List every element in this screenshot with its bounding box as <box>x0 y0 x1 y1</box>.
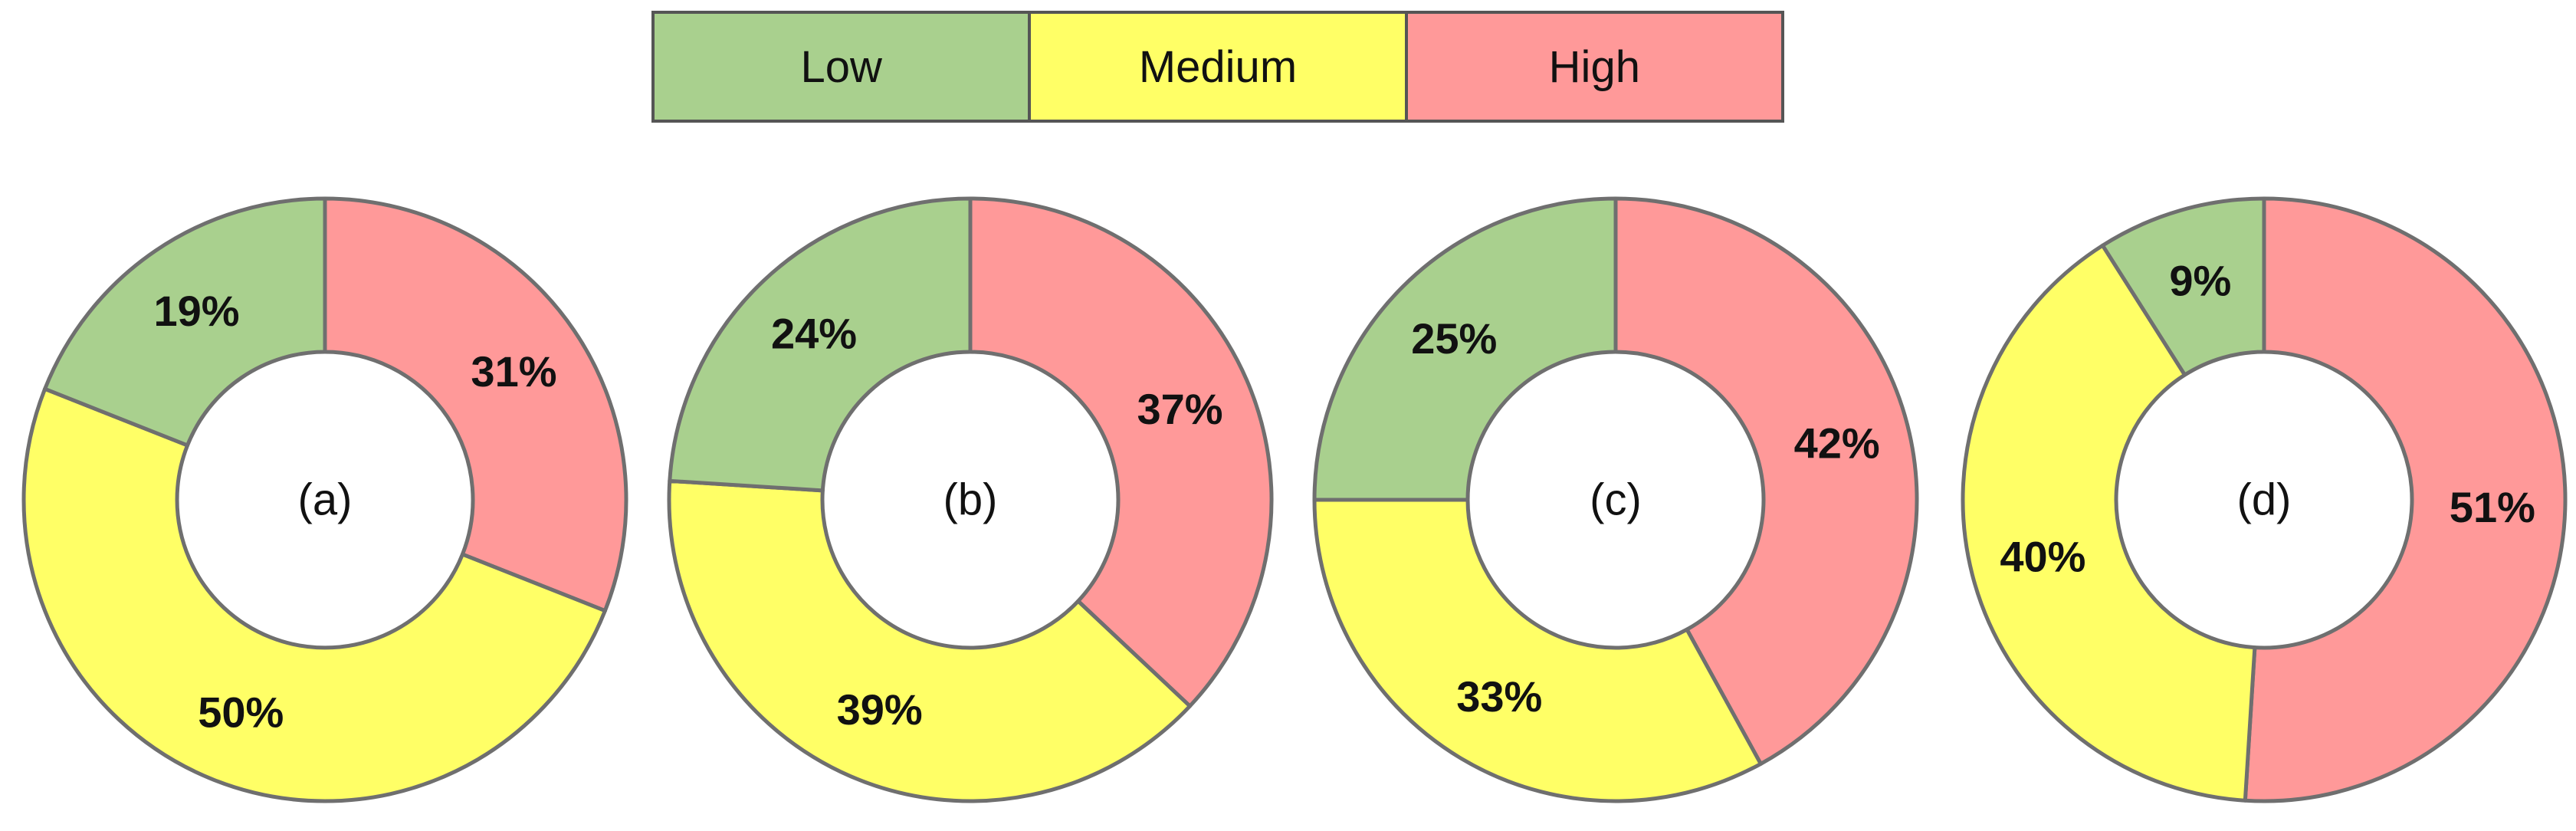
slice-high-1 <box>323 196 628 613</box>
slice-high-2 <box>968 196 1274 708</box>
slice-low-3 <box>1312 196 1618 502</box>
slice-label-high-3: 42% <box>1794 419 1880 467</box>
slice-medium-3 <box>1312 498 1763 803</box>
slice-label-medium-3: 33% <box>1456 672 1542 721</box>
slice-low-1 <box>43 196 327 448</box>
legend-item-high: High <box>1407 14 1781 120</box>
donut-chart-2: 37% 39% 24% (b) <box>667 196 1274 803</box>
slice-low-4 <box>2100 196 2266 377</box>
slice-label-medium-1: 50% <box>198 688 284 737</box>
donut-center-label-4: (d) <box>2237 475 2292 525</box>
donut-center-label-3: (c) <box>1590 475 1642 525</box>
slice-label-high-2: 37% <box>1137 385 1222 433</box>
slice-high-4 <box>2243 196 2568 803</box>
donut-center-label-2: (b) <box>943 475 998 525</box>
slice-medium-2 <box>667 478 1192 803</box>
slice-label-low-2: 24% <box>771 309 857 357</box>
slice-medium-4 <box>1961 243 2257 803</box>
slice-label-medium-2: 39% <box>837 685 923 734</box>
slice-label-high-1: 31% <box>471 347 556 396</box>
slice-label-medium-4: 40% <box>2000 533 2085 581</box>
donut-chart-3: 42% 33% 25% (c) <box>1312 196 1919 803</box>
chart-legend: Low Medium High <box>651 11 1784 123</box>
slice-label-low-3: 25% <box>1411 314 1497 363</box>
slice-label-low-1: 19% <box>153 287 239 335</box>
donut-center-label-1: (a) <box>298 475 353 525</box>
legend-item-low: Low <box>655 14 1032 120</box>
slice-high-3 <box>1613 196 1919 766</box>
slice-low-2 <box>668 196 973 493</box>
legend-item-medium: Medium <box>1031 14 1408 120</box>
donut-chart-1: 31% 50% 19% (a) <box>21 196 628 803</box>
slice-label-low-4: 9% <box>2169 256 2231 304</box>
donut-chart-4: 51% 40% 9% (d) <box>1961 196 2568 803</box>
slice-label-high-4: 51% <box>2450 483 2535 531</box>
slice-medium-1 <box>21 386 607 803</box>
